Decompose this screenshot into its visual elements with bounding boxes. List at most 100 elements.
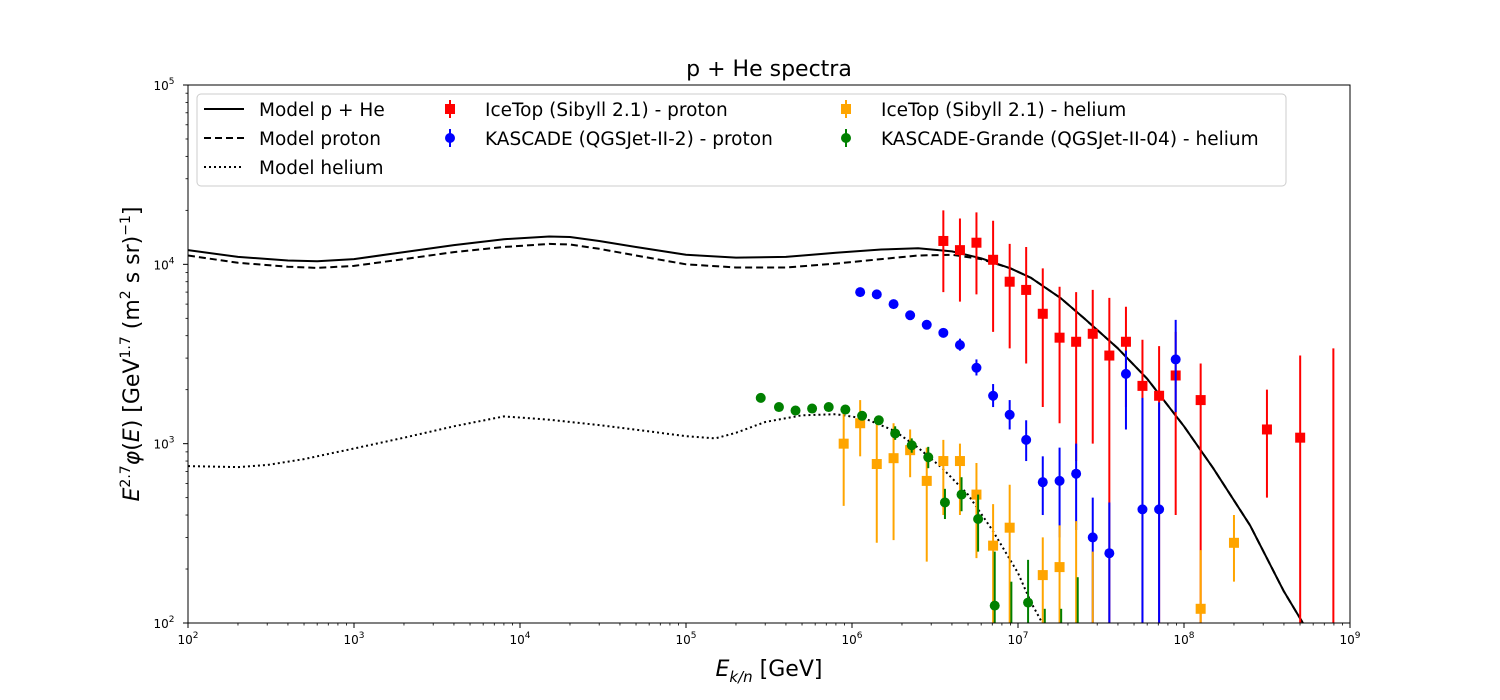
data-point [938,235,949,246]
data-point [905,310,916,321]
data-point [1004,276,1015,287]
legend-marker [841,104,851,114]
data-point [956,489,967,500]
data-point [988,390,999,401]
chart-title: p + He spectra [686,57,852,82]
data-point [971,362,982,373]
legend-marker [841,133,851,143]
data-point [773,402,784,413]
data-point [971,489,982,500]
y-axis-label: E2.7φ(E) [GeV1.7 (m2 s sr)−1] [118,207,145,502]
data-point [1295,432,1306,443]
y-tick-label: 103 [153,436,174,452]
data-point [1195,395,1206,406]
data-point [1054,562,1065,573]
data-series [855,287,1181,623]
legend-label: IceTop (Sibyll 2.1) - helium [881,100,1126,121]
data-point [973,514,984,525]
data-points [755,210,1335,623]
data-point [1120,336,1131,347]
data-point [1137,504,1148,515]
data-point [938,327,949,338]
legend: Model p + He Model proton Model helium IceT… [196,93,1287,187]
data-point [939,497,950,508]
data-point [888,299,899,310]
legend-marker [445,133,455,143]
data-point [871,289,882,300]
y-axis: 102 103 104 105 [153,77,188,631]
data-series [755,392,1079,623]
data-point [1137,380,1148,391]
data-point [923,452,934,463]
data-point [1195,603,1206,614]
data-point [1261,424,1272,435]
x-tick-label: 102 [177,631,198,647]
data-point [871,459,882,470]
data-point [838,438,849,449]
data-point [855,287,866,298]
y-tick-label: 105 [153,77,174,93]
legend-label: IceTop (Sibyll 2.1) - proton [485,100,728,121]
y-tick-label: 102 [153,615,174,631]
data-point [1037,570,1048,581]
data-point [1021,284,1032,295]
data-point [1104,548,1115,559]
data-point [1054,475,1065,486]
x-tick-label: 104 [509,631,530,647]
plot-frame [187,84,1351,624]
data-point [1087,328,1098,339]
x-tick-label: 106 [841,631,862,647]
data-point [1154,390,1165,401]
model-curve [188,242,1304,623]
data-point [1037,308,1048,319]
data-point [840,404,851,415]
data-point [1120,368,1131,379]
data-point [905,445,916,456]
data-point [1054,332,1065,343]
data-point [1037,477,1048,488]
legend-label: Model p + He [259,100,385,121]
x-tick-label: 109 [1339,631,1360,647]
data-point [1004,409,1015,420]
data-point [1023,597,1034,608]
data-point [1021,434,1032,445]
data-point [855,418,866,429]
data-point [971,237,982,248]
legend-label: Model helium [259,158,384,179]
data-point [1228,537,1239,548]
data-point [823,402,834,413]
data-point [1071,468,1082,479]
data-point [921,475,932,486]
data-series [838,400,1239,623]
data-point [890,428,901,439]
legend-marker [445,104,455,114]
data-point [1104,350,1115,361]
data-point [938,456,949,467]
x-tick-label: 108 [1173,631,1194,647]
data-point [1004,522,1015,533]
legend-label: KASCADE (QGSJet-II-2) - proton [485,129,773,150]
data-point [954,245,965,256]
data-point [1170,354,1181,365]
data-point [1071,336,1082,347]
data-point [755,392,766,403]
x-tick-label: 103 [343,631,364,647]
legend-box [196,93,1287,187]
data-point [857,410,868,421]
legend-label: KASCADE-Grande (QGSJet-II-04) - helium [881,129,1259,150]
data-point [873,415,884,426]
data-point [888,453,899,464]
data-point [1154,504,1165,515]
data-point [988,254,999,265]
legend-label: Model proton [259,129,381,150]
x-axis: 102 103 104 105 106 107 108 109 [177,623,1361,647]
data-point [790,405,801,416]
y-tick-label: 104 [153,256,174,272]
x-axis-label: Ek/n [GeV] [716,657,823,686]
x-tick-label: 107 [1007,631,1028,647]
data-point [954,456,965,467]
plot-area [188,210,1335,623]
x-tick-label: 105 [675,631,696,647]
data-point [989,600,1000,611]
